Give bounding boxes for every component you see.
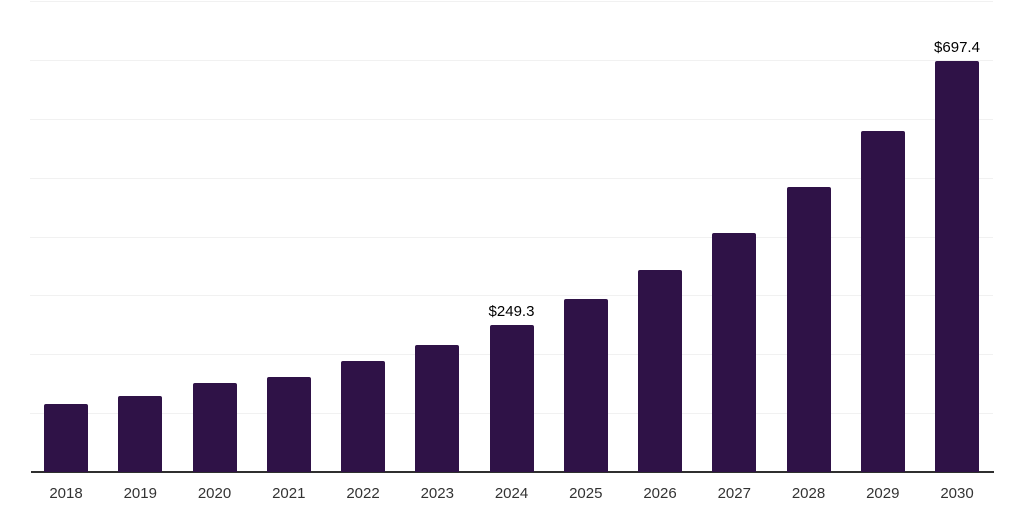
gridline (30, 236, 993, 238)
x-tick-label-2025: 2025 (569, 485, 603, 502)
bar-2026 (638, 269, 682, 472)
gridline (30, 59, 993, 61)
bar-value-label-2024: $249.3 (488, 303, 535, 321)
bar-2018 (44, 404, 88, 472)
bar-2021 (266, 376, 311, 472)
x-tick-label-2028: 2028 (791, 485, 826, 502)
gridline (30, 295, 993, 297)
x-tick-label-2030: 2030 (940, 485, 974, 502)
bar-value-label-2030: $697.4 (934, 39, 980, 57)
bar-2029 (860, 130, 905, 472)
gridline (30, 1, 993, 2)
x-tick-label-2023: 2023 (420, 485, 454, 502)
bar-2022 (341, 361, 385, 472)
x-tick-label-2022: 2022 (346, 485, 380, 502)
bar-2030 (935, 61, 979, 472)
x-tick-label-2019: 2019 (123, 485, 157, 502)
x-tick-label-2018: 2018 (49, 485, 83, 502)
x-tick-label-2020: 2020 (197, 485, 232, 502)
x-tick-label-2021: 2021 (272, 485, 306, 502)
x-tick-label-2027: 2027 (717, 485, 751, 502)
bar-2023 (415, 344, 460, 472)
bar-2024 (489, 325, 534, 472)
x-tick-label-2029: 2029 (866, 485, 900, 502)
bar-2019 (118, 395, 163, 472)
x-axis-line (31, 471, 994, 473)
x-tick-label-2026: 2026 (643, 485, 677, 502)
bar-2020 (192, 383, 237, 472)
bar-2027 (712, 233, 757, 472)
gridline (30, 118, 993, 120)
x-tick-label-2024: 2024 (494, 485, 529, 502)
bar-2025 (563, 298, 608, 472)
gridline (30, 177, 993, 179)
bar-2028 (786, 186, 831, 472)
